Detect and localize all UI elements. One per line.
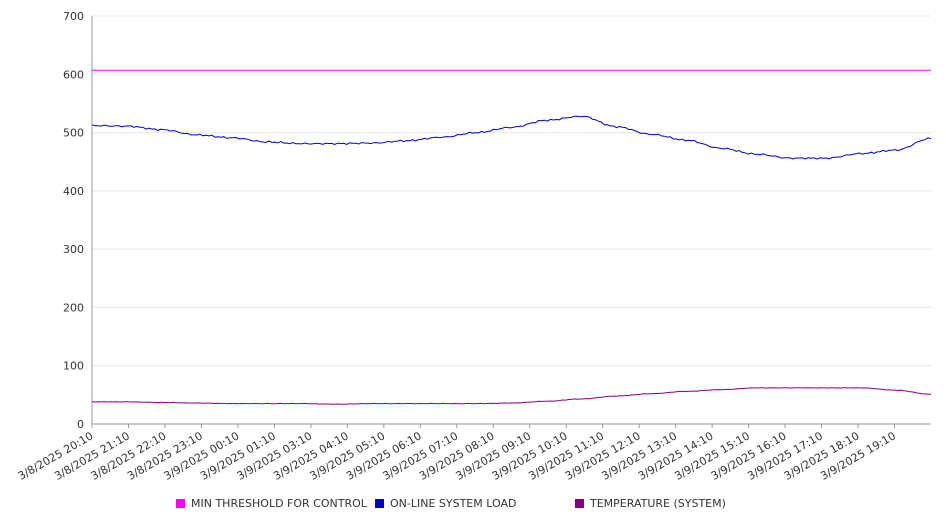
series-line-1 (91, 115, 932, 160)
y-tick-label: 0 (77, 418, 84, 431)
y-tick-labels: 0 100 200 300 400 500 600 700 (63, 10, 84, 431)
y-tick-label: 400 (63, 185, 84, 198)
legend-label-system-load: ON-LINE SYSTEM LOAD (390, 497, 517, 510)
axes (91, 16, 931, 428)
legend-item-min-threshold: MIN THRESHOLD FOR CONTROL (176, 497, 367, 510)
y-tick-label: 700 (63, 10, 84, 23)
y-tick-label: 100 (63, 360, 84, 373)
series-lines (91, 69, 932, 405)
legend-item-temperature: TEMPERATURE (SYSTEM) (575, 497, 726, 510)
series-line-2 (91, 387, 932, 405)
y-tick-label: 500 (63, 127, 84, 140)
legend-label-min-threshold: MIN THRESHOLD FOR CONTROL (191, 497, 367, 510)
y-tick-label: 300 (63, 243, 84, 256)
legend-label-temperature: TEMPERATURE (SYSTEM) (590, 497, 726, 510)
y-tick-label: 600 (63, 68, 84, 81)
x-tick-labels: 3/8/2025 20:103/8/2025 21:103/8/2025 22:… (16, 429, 898, 483)
legend-swatch-temperature (575, 499, 584, 508)
grid (92, 15, 931, 367)
y-tick-label: 200 (63, 301, 84, 314)
legend-item-system-load: ON-LINE SYSTEM LOAD (375, 497, 516, 510)
legend-swatch-system-load (375, 499, 384, 508)
legend: MIN THRESHOLD FOR CONTROL ON-LINE SYSTEM… (0, 497, 946, 515)
legend-swatch-min-threshold (176, 499, 185, 508)
